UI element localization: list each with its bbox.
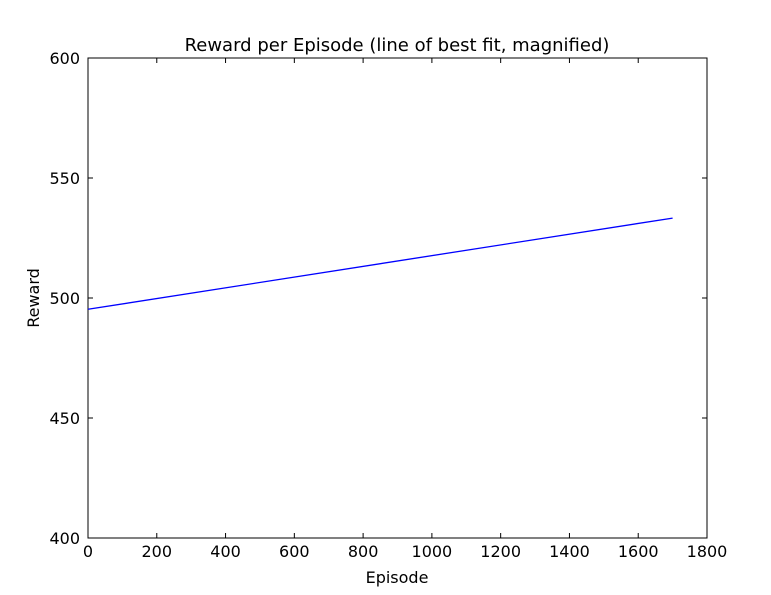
y-axis-label: Reward (24, 268, 43, 328)
x-tick-label: 0 (83, 542, 93, 561)
x-tick-label: 1200 (480, 542, 521, 561)
plot-area: 0 200 400 600 800 1000 1200 1400 1600 1800 400 450… (49, 49, 727, 561)
x-axis-label: Episode (366, 568, 429, 587)
x-tick-label: 1000 (412, 542, 453, 561)
x-tick-label: 1600 (618, 542, 659, 561)
x-tick-label: 200 (142, 542, 173, 561)
y-tick-label: 550 (49, 169, 80, 188)
y-tick-label: 500 (49, 289, 80, 308)
y-tick-label: 600 (49, 49, 80, 68)
x-tick-label: 1400 (549, 542, 590, 561)
series-layer (87, 217, 673, 310)
x-tick-label: 600 (279, 542, 310, 561)
plot-frame (87, 57, 708, 539)
series-line-0 (87, 217, 673, 310)
y-tick-label: 400 (49, 529, 80, 548)
y-tick-label: 450 (49, 409, 80, 428)
y-axis-ticks: 400 450 500 550 600 (49, 49, 707, 548)
x-tick-label: 400 (210, 542, 241, 561)
x-tick-label: 1800 (687, 542, 728, 561)
x-axis-ticks: 0 200 400 600 800 1000 1200 1400 1600 1800 (83, 58, 727, 561)
x-tick-label: 800 (348, 542, 379, 561)
chart-title: Reward per Episode (line of best fit, ma… (185, 35, 610, 56)
